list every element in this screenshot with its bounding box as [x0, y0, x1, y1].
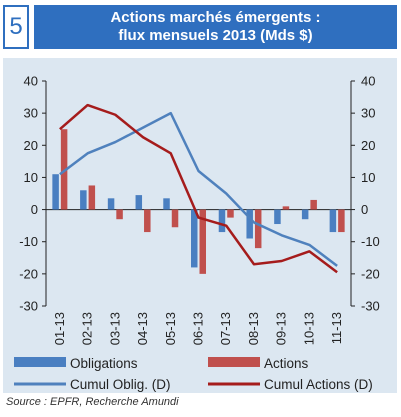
x-tick-label: 11-13 [329, 312, 344, 344]
header: 5 Actions marchés émergents : flux mensu… [0, 0, 401, 52]
bar-actions [338, 209, 345, 233]
source-note: Source : EPFR, Recherche Amundi [6, 396, 179, 408]
bar-actions [144, 209, 151, 233]
x-tick-label: 08-13 [246, 312, 261, 345]
bar-obligations [80, 190, 87, 210]
x-tick-label: 06-13 [191, 312, 206, 345]
y-tick-label-right: -30 [361, 299, 380, 314]
y-tick-label-left: 20 [24, 138, 38, 153]
bar-obligations [274, 209, 281, 225]
y-tick-label-left: 30 [24, 106, 38, 121]
legend-label: Cumul Actions (D) [264, 377, 373, 392]
x-tick-label: 02-13 [80, 312, 95, 345]
y-tick-label-right: 30 [361, 106, 375, 121]
bar-obligations [329, 209, 337, 233]
bar-obligations [163, 198, 170, 210]
x-tick-label: 09-13 [274, 312, 289, 345]
title-line-1: Actions marchés émergents : [110, 9, 321, 26]
y-tick-label-right: -20 [361, 266, 380, 281]
bar-obligations [191, 209, 198, 268]
bar-obligations [135, 195, 143, 210]
y-tick-label-left: 10 [24, 170, 38, 185]
y-tick-label-right: -10 [361, 234, 380, 249]
x-tick-label: 04-13 [135, 312, 150, 345]
bar-actions [282, 206, 290, 210]
y-tick-label-left: 40 [24, 74, 38, 89]
legend-label: Actions [264, 356, 309, 371]
x-tick-label: 10-13 [301, 312, 316, 345]
line-cumul-actions [59, 103, 338, 274]
title-line-2: flux mensuels 2013 (Mds $) [118, 27, 313, 44]
bar-obligations [246, 209, 253, 239]
y-tick-label-right: 0 [361, 202, 368, 217]
x-tick-label: 05-13 [163, 312, 178, 345]
y-tick-label-right: 20 [361, 138, 375, 153]
legend-label: Cumul Oblig. (D) [70, 377, 171, 392]
x-tick-label: 01-13 [52, 312, 67, 345]
legend-swatch [14, 357, 66, 367]
bar-actions [88, 185, 96, 210]
bar-actions [227, 209, 234, 218]
bar-actions [254, 209, 262, 249]
legend-label: Obligations [70, 356, 138, 371]
x-tick-label: 07-13 [218, 312, 233, 345]
bar-obligations [218, 209, 226, 233]
y-tick-label-left: -30 [19, 299, 38, 314]
line-cumul-oblig [59, 111, 338, 267]
figure-number: 5 [3, 5, 29, 49]
bar-obligations [52, 174, 59, 210]
y-tick-label-left: -20 [19, 266, 38, 281]
legend-swatch [208, 357, 260, 367]
bar-actions [310, 199, 317, 210]
chart-title: Actions marchés émergents : flux mensuel… [34, 5, 397, 49]
y-tick-label-right: 40 [361, 74, 375, 89]
y-tick-label-left: -10 [19, 234, 38, 249]
bar-actions [60, 129, 68, 210]
x-tick-label: 03-13 [107, 312, 122, 345]
bar-obligations [107, 198, 115, 210]
bar-actions [116, 209, 123, 220]
bar-actions [171, 209, 179, 228]
y-tick-label-right: 10 [361, 170, 375, 185]
bar-obligations [301, 209, 309, 220]
bar-actions [199, 209, 206, 274]
y-tick-label-left: 0 [31, 202, 38, 217]
